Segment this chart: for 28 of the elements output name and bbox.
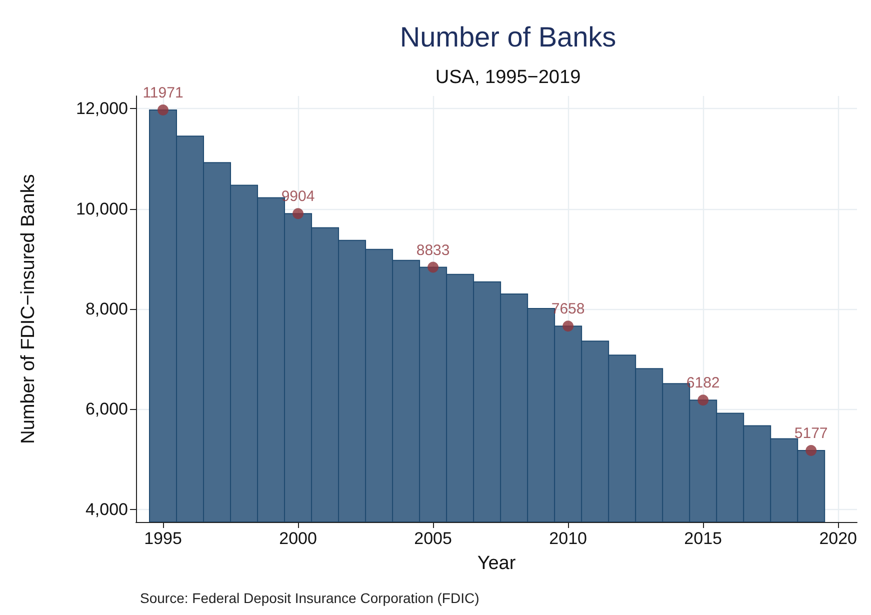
x-tick-label: 2005 — [414, 529, 452, 548]
y-tick-label: 4,000 — [85, 500, 128, 519]
x-tick-label: 1995 — [144, 529, 182, 548]
x-tick-label: 2015 — [684, 529, 722, 548]
chart-subtitle: USA, 1995−2019 — [435, 67, 581, 88]
point — [158, 104, 169, 116]
source-note: Source: Federal Deposit Insurance Corporation (FDIC) — [140, 590, 480, 606]
data-label: 6182 — [686, 374, 720, 392]
point — [698, 394, 709, 406]
x-tick-label: 2020 — [819, 529, 858, 548]
x-axis-title: Year — [477, 553, 516, 574]
data-label: 7658 — [551, 300, 585, 318]
y-tick-label: 6,000 — [85, 400, 128, 419]
y-tick-label: 8,000 — [85, 300, 128, 318]
data-label: 11971 — [142, 84, 184, 102]
data-label: 8833 — [416, 242, 450, 259]
y-tick-label: 12,000 — [76, 99, 128, 118]
x-tick-label: 2000 — [279, 529, 317, 548]
chart-title: Number of Banks — [400, 22, 616, 52]
data-label: 5177 — [794, 424, 828, 442]
point — [292, 208, 304, 220]
y-tick-label: 10,000 — [76, 199, 128, 218]
data-label: 9904 — [281, 188, 315, 206]
y-axis-title: Number of FDIC−insured Banks — [18, 174, 39, 444]
point — [562, 320, 574, 332]
x-tick-label: 2010 — [549, 529, 587, 548]
point — [428, 262, 439, 273]
point — [806, 444, 817, 456]
